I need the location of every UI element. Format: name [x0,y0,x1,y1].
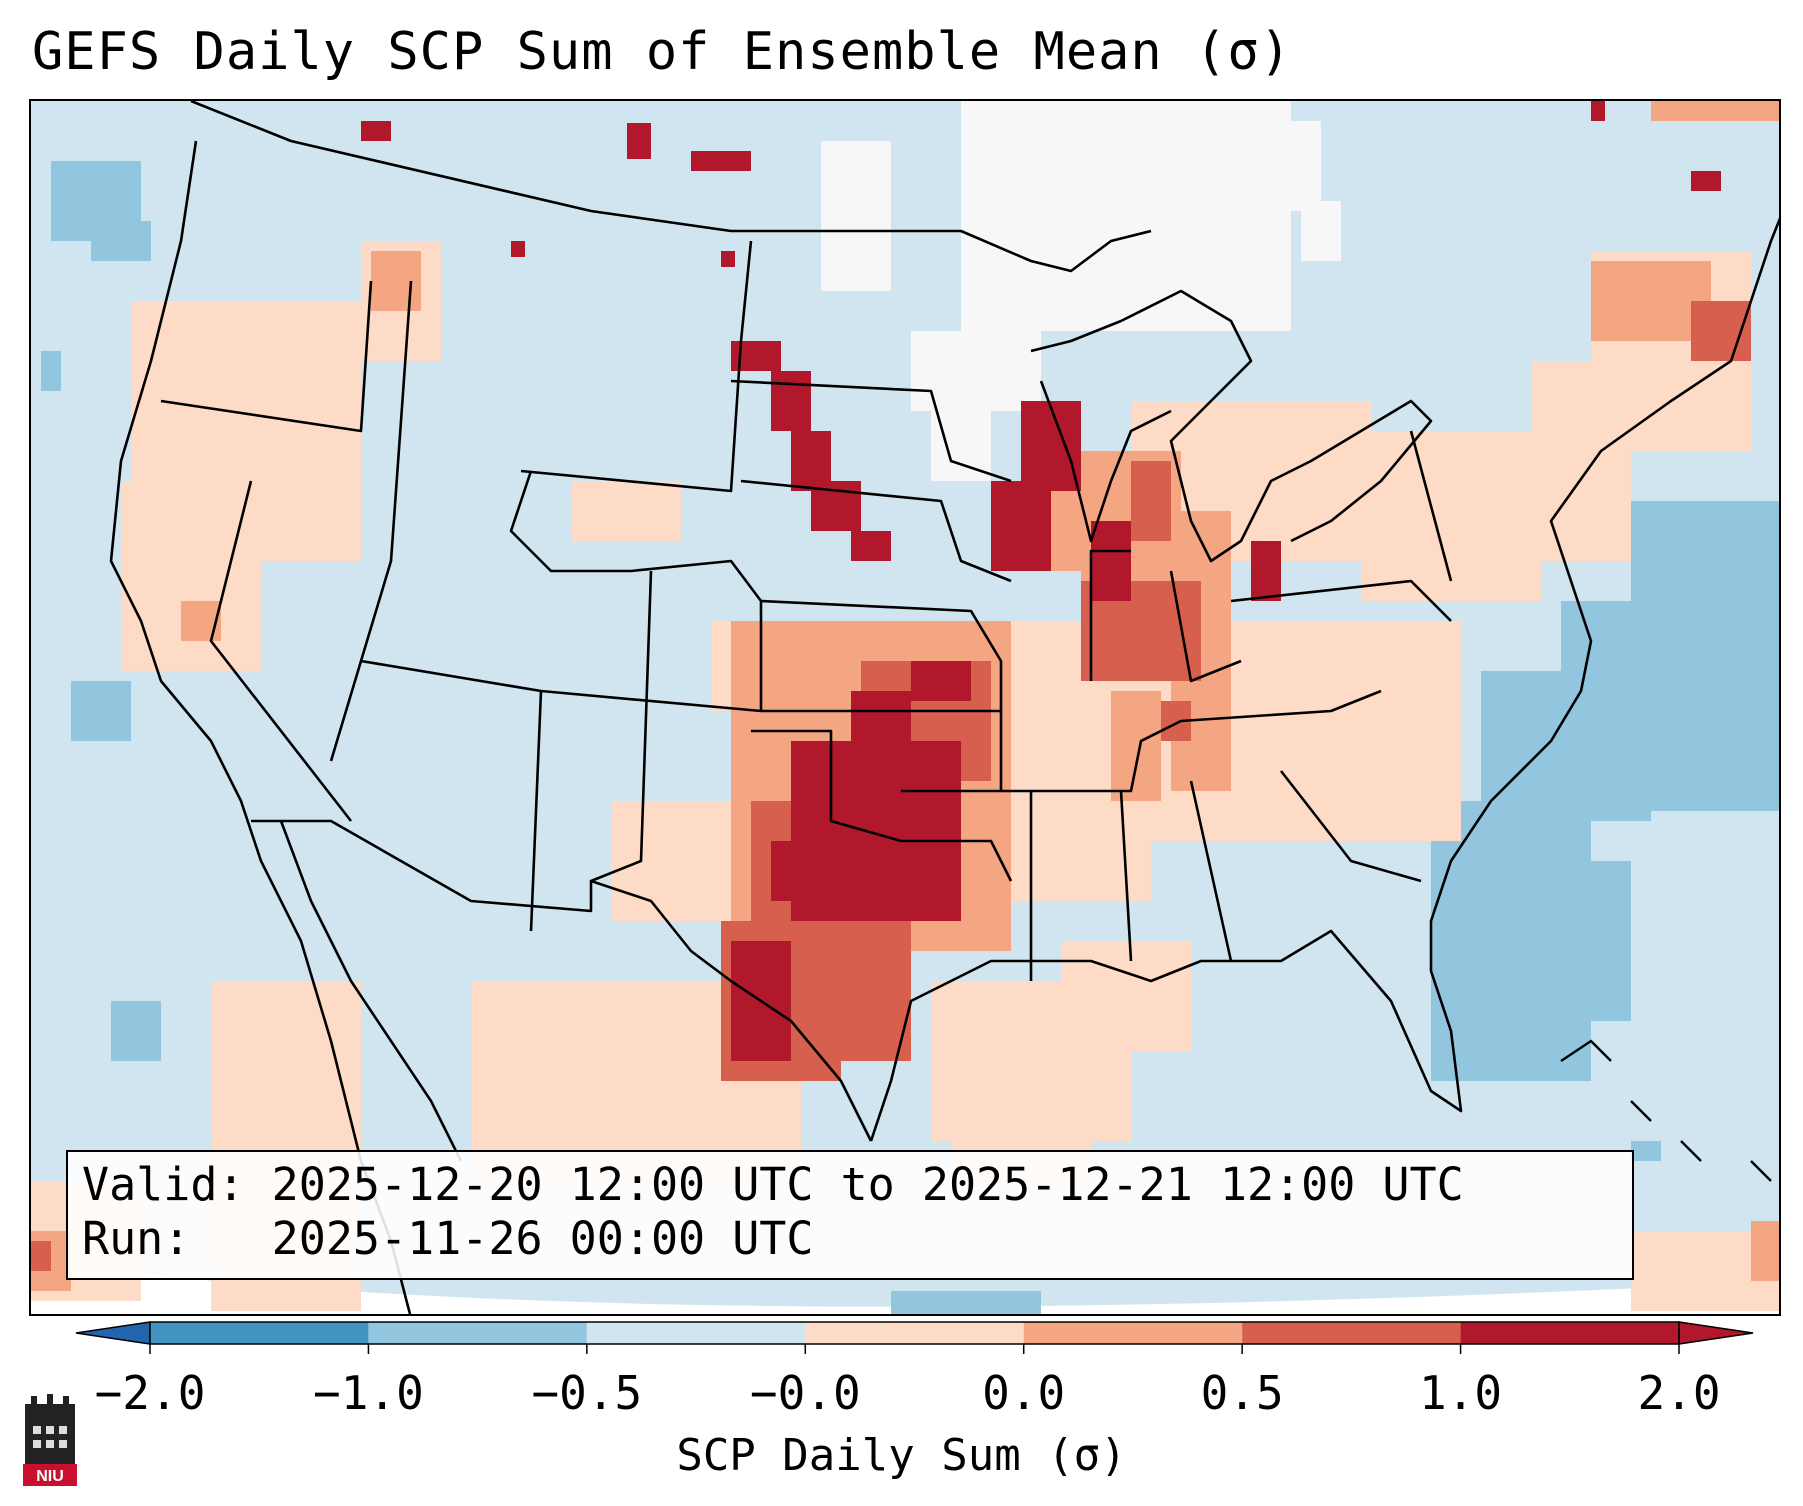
near-zero-negative-region [821,101,1341,481]
colorbar-under-extension [75,1321,151,1345]
map-canvas [31,101,1779,1314]
valid-time-text: Valid: 2025-12-20 12:00 UTC to 2025-12-2… [82,1158,1464,1211]
caribbean-islands [1560,1039,1772,1182]
colorbar-tick-label: −1.0 [313,1366,424,1420]
colorbar-tick-label: 1.0 [1419,1366,1503,1420]
colorbar-tick-label: −2.0 [94,1366,206,1420]
colorbar-segment [368,1322,587,1344]
valid-run-info-box: Valid: 2025-12-20 12:00 UTC to 2025-12-2… [66,1150,1634,1280]
colorbar-outline [149,1321,1680,1345]
colorbar-segment [586,1322,806,1344]
map-title: GEFS Daily SCP Sum of Ensemble Mean (σ) [32,22,1292,82]
colorbar-tick-label: 2.0 [1637,1366,1721,1420]
colorbar-segment [150,1322,369,1344]
colorbar-segment [805,1322,1024,1344]
run-time-text: Run: 2025-11-26 00:00 UTC [82,1212,814,1265]
map-edge [31,1261,1779,1314]
colorbar-segment [1460,1322,1679,1344]
extreme-positive-region [361,101,1721,1061]
colorbar-tick-label: −0.5 [531,1366,643,1420]
colorbar-tick-label: −0.0 [749,1366,861,1420]
map-boundaries [109,101,1779,1314]
colorbar [75,1321,1754,1354]
colorbar-label: SCP Daily Sum (σ) [676,1430,1127,1481]
colorbar-segment [1242,1322,1461,1344]
svg-text:NIU: NIU [36,1468,64,1485]
negative-anomaly-region [41,161,1779,1314]
colorbar-segment [1023,1322,1243,1344]
niu-logo-icon: NIU [23,1394,77,1486]
map-panel [29,99,1781,1316]
colorbar-tick-label: 0.0 [982,1366,1066,1420]
colorbar-tick-label: 0.5 [1200,1366,1284,1420]
colorbar-over-extension [1678,1321,1754,1345]
